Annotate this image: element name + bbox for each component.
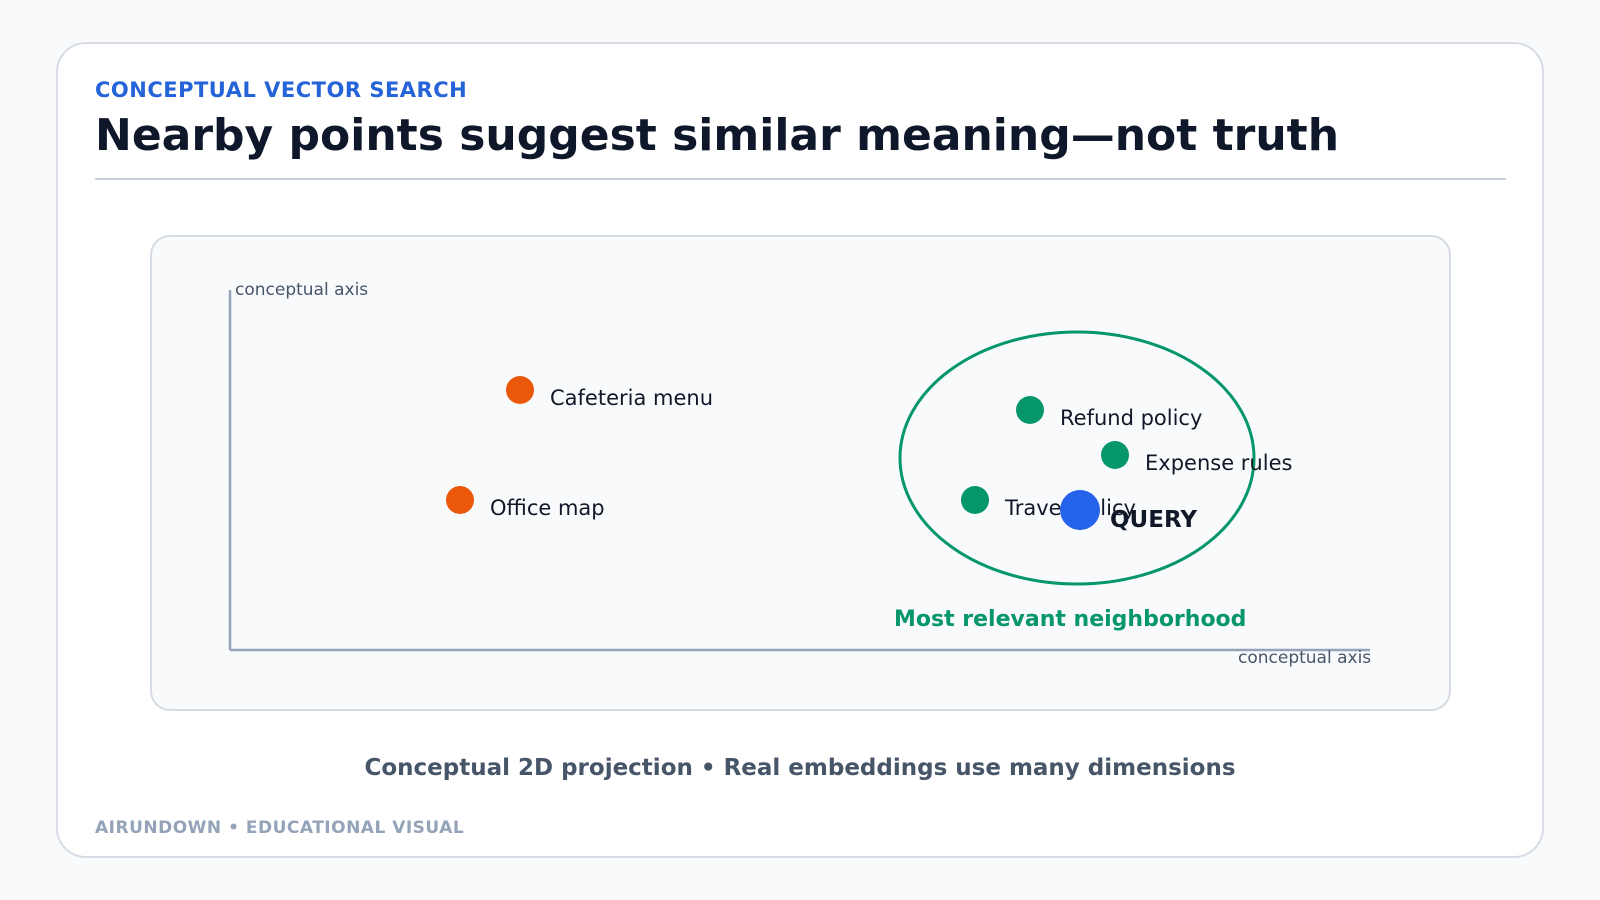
point-expense-rules	[1101, 441, 1129, 469]
point-label-office-map: Office map	[490, 496, 605, 520]
y-axis-label: conceptual axis	[235, 280, 368, 300]
title-divider	[95, 178, 1506, 180]
point-label-refund-policy: Refund policy	[1060, 406, 1202, 430]
eyebrow-label: CONCEPTUAL VECTOR SEARCH	[95, 78, 468, 102]
query-point	[1060, 490, 1100, 530]
neighborhood-ellipse	[898, 330, 1256, 586]
point-travel-policy	[961, 486, 989, 514]
point-refund-policy	[1016, 396, 1044, 424]
diagram-caption: Conceptual 2D projection • Real embeddin…	[364, 755, 1236, 781]
footer-credit: AIRUNDOWN • EDUCATIONAL VISUAL	[95, 818, 465, 838]
point-label-expense-rules: Expense rules	[1145, 451, 1292, 475]
page-title: Nearby points suggest similar meaning—no…	[95, 110, 1340, 161]
query-label: QUERY	[1110, 507, 1197, 533]
diagram-panel	[150, 235, 1451, 711]
point-label-cafeteria-menu: Cafeteria menu	[550, 386, 713, 410]
point-office-map	[446, 486, 474, 514]
point-cafeteria-menu	[506, 376, 534, 404]
neighborhood-label: Most relevant neighborhood	[894, 607, 1246, 632]
x-axis-label: conceptual axis	[1238, 648, 1371, 668]
